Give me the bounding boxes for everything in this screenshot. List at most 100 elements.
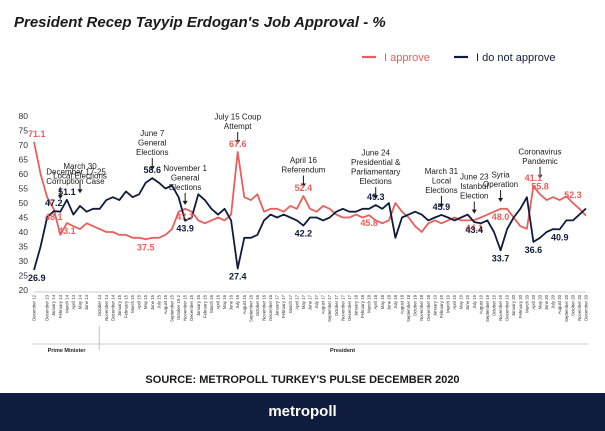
data-label-approve: 71.1 bbox=[28, 129, 46, 139]
x-tick-label: September 19 bbox=[485, 294, 490, 322]
data-label-disapprove: 43.4 bbox=[466, 225, 484, 235]
event-annotation-text: Syria bbox=[491, 171, 510, 180]
x-tick-label: December 13 bbox=[45, 294, 50, 320]
x-tick-label: January 20 bbox=[511, 294, 516, 316]
x-tick-label: May 18 bbox=[380, 294, 385, 309]
event-annotation-arrowhead bbox=[300, 183, 306, 188]
x-tick-label: March 18 bbox=[367, 294, 372, 313]
x-tick-label: January 16 bbox=[196, 294, 201, 316]
x-tick-label: April 20 bbox=[531, 294, 536, 309]
x-tick-label: February 19 bbox=[439, 294, 444, 318]
x-tick-label: June 17 bbox=[308, 294, 313, 310]
event-annotation-arrowhead bbox=[373, 195, 379, 200]
x-tick-label: April 17 bbox=[294, 294, 299, 309]
x-tick-label: December 15 bbox=[189, 294, 194, 320]
x-tick-label: February 20 bbox=[518, 294, 523, 318]
data-label-disapprove: 43.9 bbox=[176, 224, 194, 234]
x-tick-label: December 17 bbox=[347, 294, 352, 320]
x-tick-label: October 16 bbox=[255, 294, 260, 316]
event-annotation-text: Elections bbox=[136, 148, 168, 157]
y-tick-label: 20 bbox=[19, 285, 29, 295]
data-label-disapprove: 26.9 bbox=[28, 273, 46, 283]
event-annotation-text: Local bbox=[432, 176, 451, 185]
y-tick-label: 35 bbox=[19, 242, 29, 252]
data-label-approve: 52.4 bbox=[295, 183, 313, 193]
event-annotation-text: Election bbox=[460, 192, 488, 201]
event-annotation-arrowhead bbox=[235, 140, 241, 144]
x-tick-label: June 20 bbox=[544, 294, 549, 310]
event-annotation-arrowhead bbox=[77, 189, 83, 194]
event-annotation-text: Parliamentary bbox=[351, 168, 400, 177]
data-label-approve: 48.0 bbox=[492, 212, 510, 222]
x-tick-label: April 15 bbox=[137, 294, 142, 309]
x-tick-label: December 12 bbox=[32, 294, 37, 320]
period-label-prime-minister: Prime Minister bbox=[48, 348, 87, 354]
event-annotation-text: December 17-25 bbox=[46, 168, 106, 177]
x-tick-label: June 19 bbox=[465, 294, 470, 310]
y-tick-label: 25 bbox=[19, 271, 29, 281]
event-annotation-arrowhead bbox=[149, 166, 155, 171]
event-annotation-text: Operation bbox=[483, 180, 518, 189]
event-annotation-text: April 16 bbox=[290, 156, 318, 165]
data-label-approve: 45.6 bbox=[581, 40, 599, 42]
event-annotation-text: June 23 bbox=[460, 173, 489, 182]
y-tick-label: 80 bbox=[19, 111, 29, 121]
event-annotation-text: Attempt bbox=[224, 122, 252, 131]
event-annotation-arrowhead bbox=[438, 203, 444, 208]
x-tick-label: July 15 bbox=[156, 294, 161, 308]
data-label-approve: 52.3 bbox=[564, 190, 582, 200]
data-label-approve: 67.6 bbox=[229, 139, 247, 149]
event-annotation-text: Presidential & bbox=[351, 158, 401, 167]
data-label-disapprove: 42.2 bbox=[295, 229, 313, 239]
x-tick-label: November 17 bbox=[340, 294, 345, 320]
x-tick-label: May 19 bbox=[459, 294, 464, 309]
x-tick-label: June 18 bbox=[386, 294, 391, 310]
x-tick-label: January 14 bbox=[51, 294, 56, 316]
x-tick-label: March 16 bbox=[209, 294, 214, 313]
x-tick-label: August 15 bbox=[163, 294, 168, 314]
x-tick-label: July 16 bbox=[235, 294, 240, 308]
x-tick-label: March 19 bbox=[446, 294, 451, 313]
event-annotation-text: March 31 bbox=[425, 167, 459, 176]
x-tick-label: May 15 bbox=[143, 294, 148, 309]
x-tick-label: February 18 bbox=[360, 294, 365, 318]
x-tick-label: March 17 bbox=[288, 294, 293, 313]
x-tick-label: December 19 bbox=[505, 294, 510, 320]
data-label-disapprove: 36.6 bbox=[525, 245, 543, 255]
x-tick-label: November 14 bbox=[104, 294, 109, 320]
source-note: SOURCE: METROPOLL TURKEY'S PULSE DECEMBE… bbox=[145, 374, 460, 386]
y-tick-label: 70 bbox=[19, 140, 29, 150]
x-tick-label: June 15 bbox=[150, 294, 155, 310]
event-annotation-text: Referendum bbox=[281, 166, 325, 175]
x-tick-label: November 16 bbox=[262, 294, 267, 320]
event-annotation-text: June 7 bbox=[140, 129, 165, 138]
x-tick-label: November 15 bbox=[183, 294, 188, 320]
chart-title: President Recep Tayyip Erdogan's Job App… bbox=[14, 14, 386, 31]
x-tick-label: January 19 bbox=[432, 294, 437, 316]
x-tick-label: October 14 bbox=[97, 294, 102, 316]
y-tick-label: 45 bbox=[19, 213, 29, 223]
x-tick-label: February 16 bbox=[202, 294, 207, 318]
event-annotation-text: Pandemic bbox=[522, 157, 558, 166]
x-tick-label: May 20 bbox=[538, 294, 543, 309]
x-tick-label: February 14 bbox=[58, 294, 63, 318]
data-label-disapprove: 45.9 bbox=[433, 202, 451, 212]
event-annotation-text: March 30 bbox=[63, 162, 97, 171]
x-tick-label: August 20 bbox=[557, 294, 562, 314]
x-tick-label: December 20 bbox=[584, 294, 589, 320]
y-tick-label: 40 bbox=[19, 227, 29, 237]
data-label-approve: 37.5 bbox=[137, 242, 155, 252]
event-annotation-text: Elections bbox=[359, 177, 391, 186]
data-label-approve: 43.1 bbox=[58, 226, 76, 236]
event-annotation-text: November 1 bbox=[163, 164, 207, 173]
event-annotation-text: General bbox=[171, 173, 200, 182]
event-annotation-text: Elections bbox=[425, 186, 457, 195]
event-annotation-text: Corruption Case bbox=[46, 177, 105, 186]
x-tick-label: May 17 bbox=[301, 294, 306, 309]
x-tick-label: August 19 bbox=[478, 294, 483, 314]
event-annotation-arrowhead bbox=[498, 198, 504, 202]
y-tick-label: 60 bbox=[19, 169, 29, 179]
data-label-disapprove: 51.1 bbox=[58, 187, 76, 197]
x-tick-label: January 15 bbox=[117, 294, 122, 316]
data-label-disapprove: 27.4 bbox=[229, 272, 247, 282]
